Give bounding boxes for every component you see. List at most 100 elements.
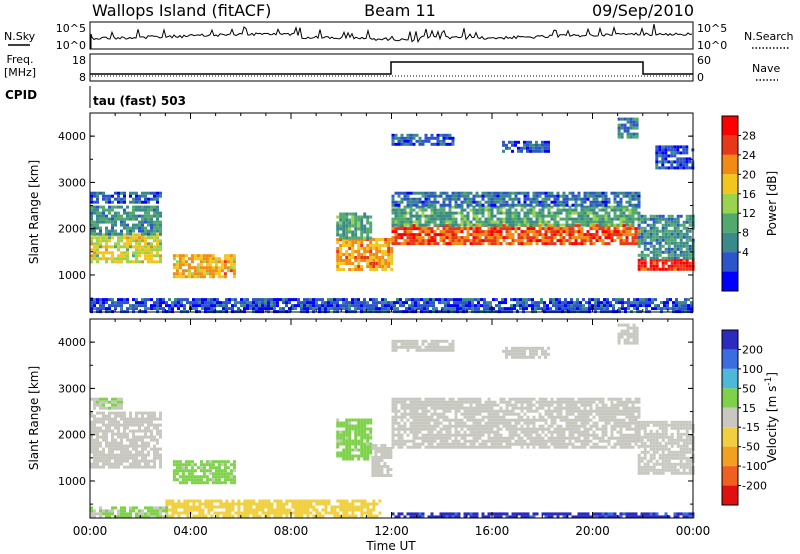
- scatter-cell: [649, 232, 653, 236]
- scatter-cell: [117, 214, 120, 218]
- scatter-cell: [129, 456, 132, 460]
- scatter-cell: [360, 221, 364, 225]
- scatter-cell: [682, 166, 686, 170]
- scatter-cell: [493, 214, 497, 218]
- scatter-cell: [628, 211, 632, 215]
- scatter-cell: [214, 269, 218, 273]
- scatter-cell: [232, 272, 236, 276]
- scatter-cell: [217, 478, 221, 482]
- scatter-cell: [481, 233, 485, 237]
- scatter-cell: [120, 397, 123, 401]
- scatter-cell: [514, 197, 518, 201]
- scatter-cell: [90, 298, 93, 302]
- scatter-cell: [649, 264, 653, 268]
- scatter-cell: [345, 256, 349, 259]
- scatter-cell: [135, 438, 138, 442]
- freq-trace: [90, 61, 693, 75]
- scatter-cell: [517, 203, 521, 207]
- scatter-cell: [150, 214, 153, 218]
- scatter-cell: [433, 217, 437, 221]
- scatter-cell: [520, 146, 523, 150]
- scatter-cell: [231, 304, 234, 308]
- colorbar-segment: [722, 232, 738, 253]
- scatter-cell: [175, 272, 179, 276]
- scatter-cell: [403, 424, 407, 428]
- scatter-cell: [496, 220, 500, 224]
- scatter-cell: [601, 208, 605, 212]
- scatter-cell: [586, 239, 590, 243]
- scatter-cell: [105, 438, 108, 442]
- scatter-cell: [372, 265, 376, 268]
- scatter-cell: [267, 301, 270, 305]
- scatter-cell: [147, 251, 150, 255]
- scatter-cell: [189, 301, 192, 305]
- scatter-cell: [478, 220, 482, 224]
- scatter-cell: [646, 223, 650, 227]
- scatter-cell: [348, 421, 352, 425]
- scatter-cell: [463, 430, 467, 434]
- scatter-cell: [490, 403, 494, 407]
- scatter-cell: [135, 435, 138, 439]
- scatter-cell: [403, 412, 407, 416]
- scatter-cell: [93, 459, 96, 463]
- scatter-cell: [544, 146, 547, 150]
- scatter-cell: [535, 223, 539, 227]
- scatter-cell: [655, 256, 659, 260]
- scatter-cell: [384, 265, 388, 268]
- scatter-cell: [232, 478, 236, 482]
- scatter-cell: [459, 301, 462, 305]
- scatter-cell: [159, 447, 162, 451]
- scatter-cell: [628, 220, 632, 224]
- scatter-cell: [520, 409, 524, 413]
- scatter-cell: [96, 208, 99, 212]
- scatter-cell: [348, 262, 352, 265]
- scatter-cell: [360, 247, 364, 250]
- scatter-cell: [577, 236, 581, 240]
- scatter-cell: [421, 200, 425, 204]
- scatter-cell: [535, 211, 539, 215]
- scatter-cell: [607, 214, 611, 218]
- scatter-cell: [499, 205, 503, 209]
- scatter-cell: [499, 233, 503, 237]
- scatter-cell: [529, 409, 533, 413]
- scatter-cell: [369, 427, 373, 431]
- scatter-cell: [523, 230, 527, 234]
- scatter-cell: [397, 203, 401, 207]
- scatter-cell: [418, 191, 422, 195]
- scatter-cell: [144, 236, 147, 240]
- scatter-cell: [223, 481, 227, 485]
- scatter-cell: [348, 241, 352, 244]
- scatter-cell: [415, 433, 419, 437]
- scatter-cell: [138, 450, 141, 454]
- scatter-cell: [621, 307, 624, 311]
- scatter-cell: [90, 411, 93, 415]
- scatter-cell: [360, 304, 363, 308]
- scatter-cell: [679, 166, 683, 170]
- scatter-cell: [457, 421, 461, 425]
- scatter-cell: [412, 191, 416, 195]
- scatter-cell: [342, 221, 346, 225]
- scatter-cell: [688, 253, 692, 257]
- scatter-cell: [499, 445, 503, 449]
- scatter-cell: [93, 298, 96, 302]
- scatter-cell: [181, 275, 185, 279]
- date-title: 09/Sep/2010: [592, 1, 694, 20]
- scatter-cell: [553, 214, 557, 218]
- scatter-cell: [621, 301, 624, 305]
- scatter-cell: [102, 411, 105, 415]
- scatter-cell: [141, 214, 144, 218]
- scatter-cell: [223, 469, 227, 473]
- scatter-cell: [324, 307, 327, 311]
- scatter-cell: [601, 203, 605, 207]
- scatter-cell: [288, 301, 291, 305]
- scatter-cell: [372, 253, 376, 256]
- scatter-cell: [682, 261, 686, 265]
- scatter-cell: [490, 421, 494, 425]
- scatter-cell: [580, 197, 584, 201]
- scatter-cell: [141, 417, 144, 421]
- scatter-cell: [649, 235, 653, 239]
- scatter-cell: [517, 200, 521, 204]
- scatter-cell: [394, 223, 398, 227]
- scatter-cell: [120, 223, 123, 227]
- scatter-cell: [490, 415, 494, 419]
